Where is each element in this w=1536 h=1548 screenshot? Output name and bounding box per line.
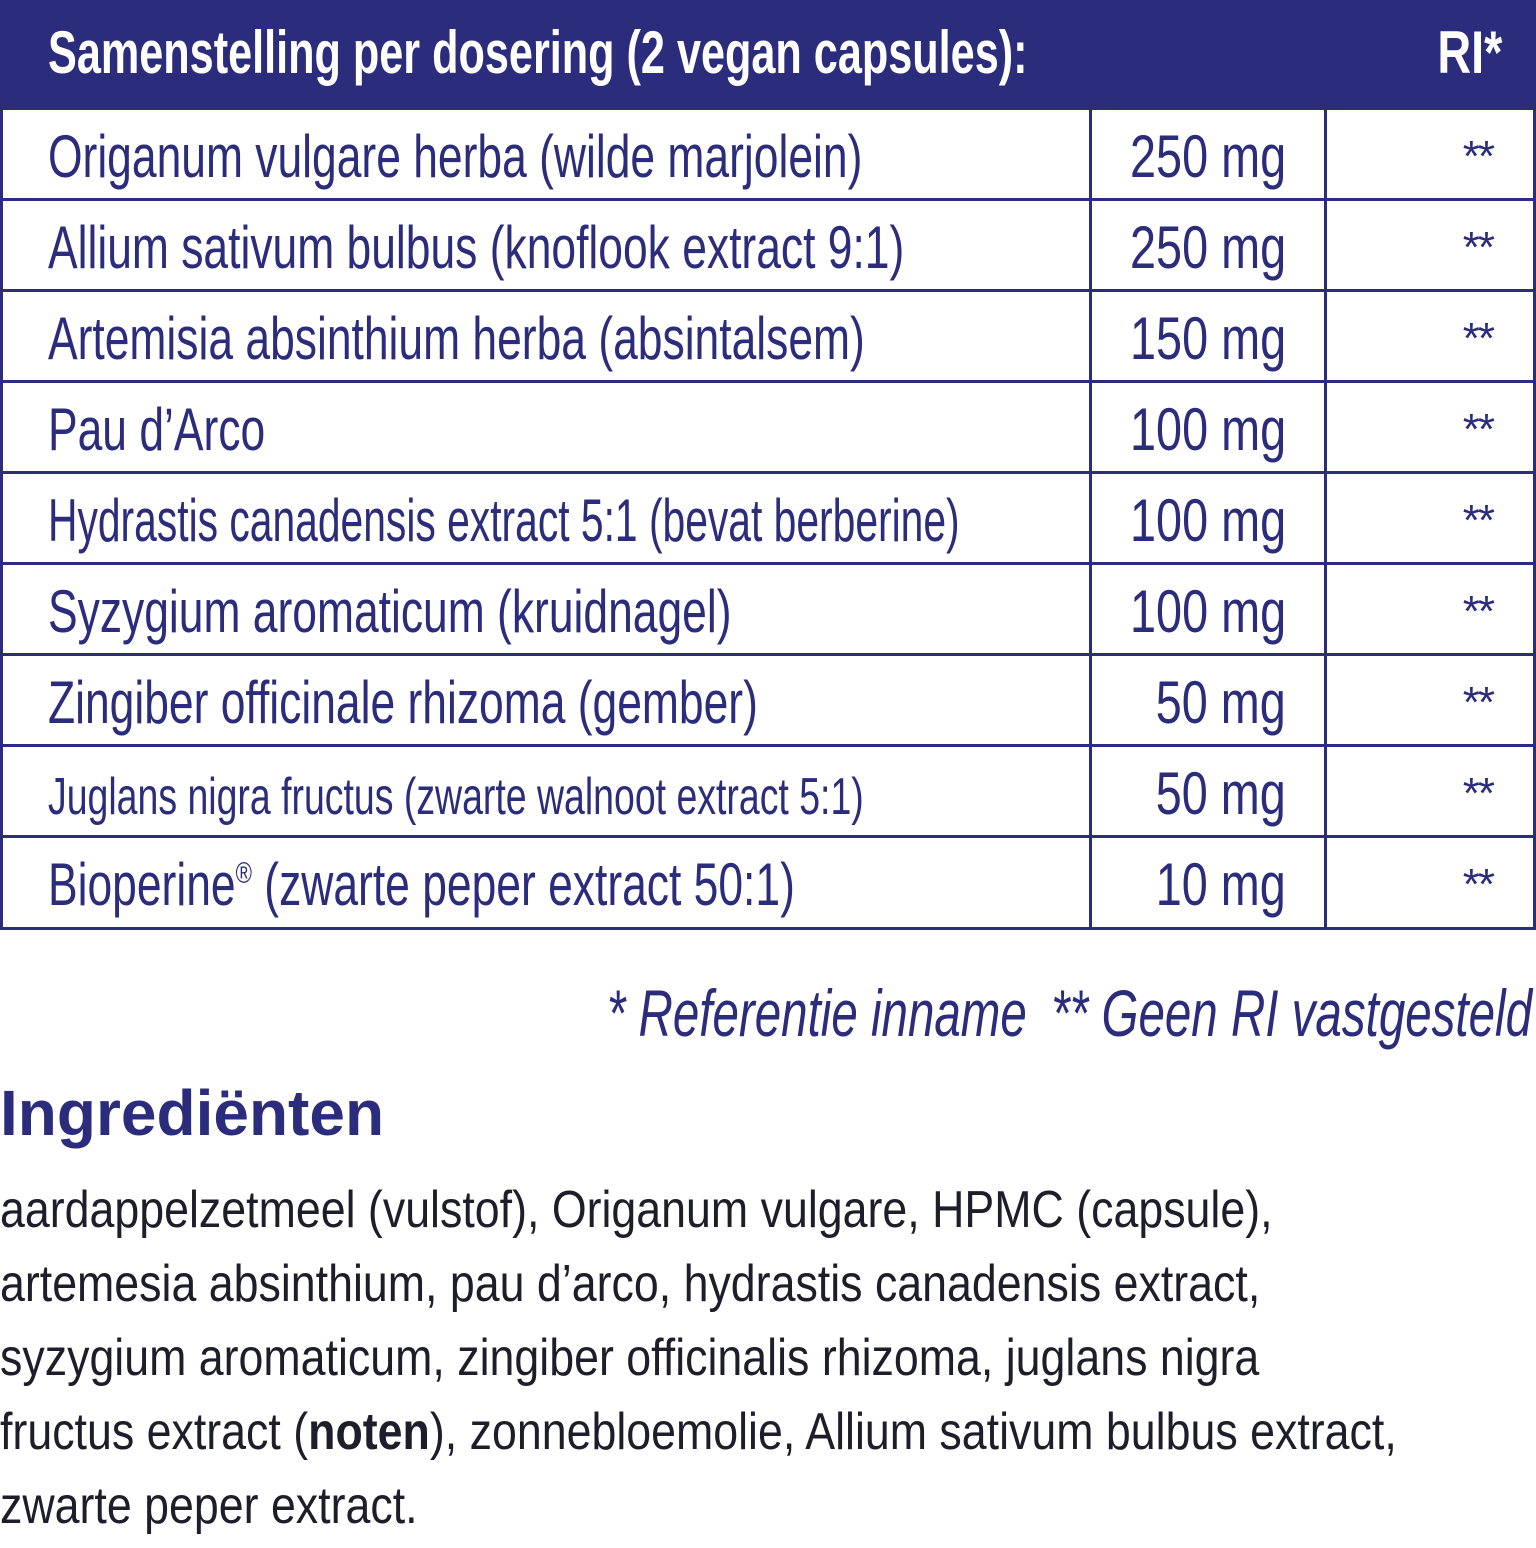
table-row: Allium sativum bulbus (knoflook extract …: [3, 201, 1533, 292]
table-row: Juglans nigra fructus (zwarte walnoot ex…: [3, 747, 1533, 838]
ingredients-line: syzygium aromaticum, zingiber officinali…: [0, 1329, 1260, 1387]
table-row: Hydrastis canadensis extract 5:1 (bevat …: [3, 474, 1533, 565]
ingredients-line: zwarte peper extract.: [0, 1477, 418, 1535]
ingredients-line: aardappelzetmeel (vulstof), Origanum vul…: [0, 1181, 1273, 1239]
ri-footnote: * Referentie inname ** Geen RI vastgestel…: [607, 975, 1532, 1051]
amount-cell: 100 mg: [1089, 474, 1327, 562]
amount-value: 50 mg: [1155, 760, 1286, 827]
amount-value: 50 mg: [1155, 669, 1286, 736]
ingredient-name: Hydrastis canadensis extract 5:1 (bevat …: [48, 487, 960, 554]
amount-cell: 150 mg: [1089, 292, 1327, 380]
ingredients-text: fructus extract (: [0, 1403, 309, 1461]
amount-cell: 50 mg: [1089, 656, 1327, 744]
amount-cell: 10 mg: [1089, 838, 1327, 927]
ri-value: **: [1462, 405, 1495, 454]
ingredient-name: Origanum vulgare herba (wilde marjolein): [48, 123, 863, 190]
table-row: Pau d’Arco 100 mg **: [3, 383, 1533, 474]
amount-cell: 50 mg: [1089, 747, 1327, 835]
ri-value: **: [1462, 587, 1495, 636]
ri-column-label: RI*: [1436, 19, 1502, 86]
no-ri-note: ** Geen RI vastgesteld: [1051, 976, 1532, 1050]
registered-mark: ®: [235, 857, 252, 890]
allergen-highlight: noten: [308, 1403, 430, 1461]
amount-value: 100 mg: [1129, 578, 1286, 645]
ingredient-name: Bioperine® (zwarte peper extract 50:1): [48, 850, 795, 919]
ingredient-name-main: Bioperine: [48, 851, 236, 918]
ri-value: **: [1462, 314, 1495, 363]
ingredients-heading: Ingrediënten: [0, 1077, 385, 1149]
table-row: Syzygium aromaticum (kruidnagel) 100 mg …: [3, 565, 1533, 656]
amount-cell: 250 mg: [1089, 110, 1327, 198]
composition-table: Origanum vulgare herba (wilde marjolein)…: [0, 110, 1536, 930]
composition-title: Samenstelling per dosering (2 vegan caps…: [48, 19, 1028, 86]
amount-value: 100 mg: [1129, 396, 1286, 463]
ingredient-name: Syzygium aromaticum (kruidnagel): [48, 578, 732, 645]
ri-value: **: [1462, 496, 1495, 545]
amount-cell: 100 mg: [1089, 383, 1327, 471]
ingredients-list: aardappelzetmeel (vulstof), Origanum vul…: [0, 1178, 1536, 1548]
ri-value: **: [1462, 769, 1495, 818]
amount-value: 150 mg: [1129, 305, 1286, 372]
ingredients-text: ), zonnebloemolie, Allium sativum bulbus…: [429, 1403, 1397, 1461]
ri-value: **: [1462, 860, 1495, 909]
ingredients-line: fructus extract (noten), zonnebloemolie,…: [0, 1400, 1397, 1474]
ingredients-line: artemesia absinthium, pau d’arco, hydras…: [0, 1255, 1261, 1313]
composition-header: Samenstelling per dosering (2 vegan caps…: [0, 0, 1536, 110]
table-row: Origanum vulgare herba (wilde marjolein)…: [3, 110, 1533, 201]
amount-cell: 100 mg: [1089, 565, 1327, 653]
amount-value: 250 mg: [1129, 123, 1286, 190]
ri-value: **: [1462, 132, 1495, 181]
table-row: Zingiber officinale rhizoma (gember) 50 …: [3, 656, 1533, 747]
ri-value: **: [1462, 678, 1495, 727]
ingredient-name: Allium sativum bulbus (knoflook extract …: [48, 214, 905, 281]
ingredient-name: Zingiber officinale rhizoma (gember): [48, 669, 758, 736]
ri-definition: * Referentie inname: [606, 976, 1027, 1050]
amount-value: 250 mg: [1129, 214, 1286, 281]
ingredient-name-rest: (zwarte peper extract 50:1): [251, 851, 795, 918]
table-row: Bioperine® (zwarte peper extract 50:1) 1…: [3, 838, 1533, 930]
amount-cell: 250 mg: [1089, 201, 1327, 289]
amount-value: 100 mg: [1129, 487, 1286, 554]
ingredient-name: Pau d’Arco: [48, 396, 266, 463]
amount-value: 10 mg: [1155, 851, 1286, 918]
ingredient-name: Juglans nigra fructus (zwarte walnoot ex…: [48, 768, 864, 826]
ri-value: **: [1462, 223, 1495, 272]
ingredient-name: Artemisia absinthium herba (absintalsem): [48, 305, 865, 372]
table-row: Artemisia absinthium herba (absintalsem)…: [3, 292, 1533, 383]
